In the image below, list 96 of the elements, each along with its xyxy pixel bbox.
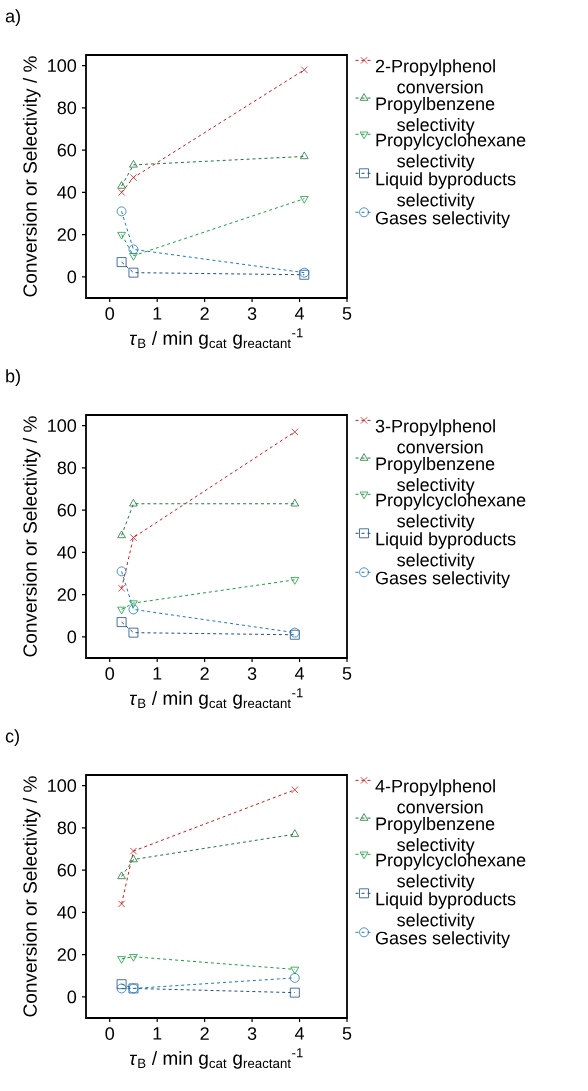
x-tick-label: 5 bbox=[342, 1027, 352, 1040]
point bbox=[290, 966, 300, 975]
point bbox=[291, 786, 299, 794]
legend-label: 3-Propylphenol conversion bbox=[375, 419, 495, 454]
legend-label: Propylcyclohexane selectivity bbox=[376, 133, 526, 171]
point bbox=[118, 584, 126, 592]
point bbox=[129, 253, 138, 261]
y-tick-label: 0 bbox=[67, 990, 77, 1004]
y-tick-label: 40 bbox=[57, 545, 77, 559]
legend-label: Propylcyclohexane selectivity bbox=[376, 853, 526, 891]
point bbox=[116, 979, 127, 990]
chart-title: a) bbox=[5, 9, 20, 27]
y-tick-label: 20 bbox=[57, 228, 77, 241]
point bbox=[117, 606, 126, 615]
y-tick-label: 20 bbox=[57, 948, 77, 961]
chart-title: b) bbox=[6, 369, 20, 387]
x-tick-label: 0 bbox=[105, 1027, 115, 1040]
legend-label: 2-Propylphenol conversion bbox=[375, 59, 495, 94]
legend-label: Gases selectivity bbox=[375, 571, 511, 588]
point bbox=[129, 847, 138, 855]
x-tick-label: 1 bbox=[153, 307, 162, 320]
y-tick-label: 100 bbox=[48, 779, 77, 792]
point bbox=[129, 498, 138, 507]
point bbox=[117, 231, 126, 240]
y-tick-label: 60 bbox=[57, 863, 77, 877]
y-tick-label: 40 bbox=[57, 905, 77, 919]
y-tick-label: 20 bbox=[57, 588, 77, 601]
point bbox=[129, 533, 138, 542]
point bbox=[129, 173, 138, 182]
point bbox=[129, 600, 138, 608]
y-tick-label: 60 bbox=[57, 143, 77, 157]
legend-label: Gases selectivity bbox=[375, 211, 511, 228]
point bbox=[129, 854, 138, 863]
point bbox=[116, 566, 127, 577]
point bbox=[128, 627, 139, 638]
point bbox=[118, 188, 126, 196]
x-tick-label: 0 bbox=[105, 307, 115, 320]
point bbox=[299, 151, 309, 160]
x-tick-label: 1 bbox=[153, 667, 162, 680]
x-tick-label: 4 bbox=[294, 667, 305, 680]
chart-title: c) bbox=[5, 729, 19, 747]
point bbox=[116, 617, 127, 627]
y-tick-label: 0 bbox=[67, 270, 77, 284]
point bbox=[128, 267, 139, 278]
point bbox=[299, 196, 309, 204]
point bbox=[300, 66, 308, 74]
point bbox=[289, 972, 300, 983]
x-tick-label: 3 bbox=[247, 307, 257, 320]
point bbox=[116, 983, 127, 994]
legend-label: 4-Propylphenol conversion bbox=[375, 779, 495, 814]
y-axis-title: Conversion or Selectivity / % bbox=[22, 416, 41, 657]
x-tick-label: 3 bbox=[247, 1027, 257, 1040]
legend-label: Liquid byproducts selectivity bbox=[376, 892, 516, 930]
point bbox=[128, 604, 139, 615]
legend-label: Liquid byproducts selectivity bbox=[376, 172, 516, 210]
point bbox=[118, 900, 126, 908]
y-tick-label: 40 bbox=[57, 185, 77, 199]
y-tick-label: 80 bbox=[57, 461, 77, 475]
y-tick-label: 100 bbox=[48, 419, 77, 432]
point bbox=[290, 829, 300, 837]
legend-label: Gases selectivity bbox=[375, 931, 511, 948]
x-tick-label: 1 bbox=[153, 1027, 162, 1040]
y-tick-label: 80 bbox=[57, 101, 77, 115]
point bbox=[117, 181, 126, 189]
x-tick-label: 0 bbox=[105, 667, 115, 680]
x-tick-label: 4 bbox=[294, 1027, 305, 1040]
point bbox=[116, 206, 127, 217]
point bbox=[117, 530, 126, 539]
x-axis-title: τ$_{B}$ / min g$_{cat}$ g$_{reactant}$-1 bbox=[129, 1048, 303, 1069]
point bbox=[117, 871, 126, 880]
x-axis-title: τ$_{B}$ / min g$_{cat}$ g$_{reactant}$-1 bbox=[129, 688, 303, 709]
y-tick-label: 60 bbox=[57, 503, 77, 517]
point bbox=[116, 257, 127, 267]
x-axis-title: τ$_{B}$ / min g$_{cat}$ g$_{reactant}$-1 bbox=[129, 328, 303, 349]
x-tick-label: 2 bbox=[200, 307, 209, 320]
y-tick-label: 80 bbox=[57, 821, 77, 835]
x-tick-label: 5 bbox=[342, 307, 352, 320]
x-tick-label: 2 bbox=[200, 1027, 209, 1040]
point bbox=[129, 159, 138, 168]
y-tick-label: 0 bbox=[67, 630, 77, 644]
point bbox=[290, 577, 300, 585]
x-tick-label: 4 bbox=[294, 307, 305, 320]
y-tick-label: 100 bbox=[48, 59, 77, 72]
y-axis-title: Conversion or Selectivity / % bbox=[22, 776, 41, 1017]
point bbox=[129, 954, 138, 962]
legend-label: Propylcyclohexane selectivity bbox=[376, 493, 526, 531]
point bbox=[128, 244, 139, 255]
point bbox=[289, 987, 300, 998]
x-tick-label: 5 bbox=[342, 667, 352, 680]
x-tick-label: 3 bbox=[247, 667, 257, 680]
y-axis-title: Conversion or Selectivity / % bbox=[22, 56, 41, 297]
point bbox=[117, 956, 126, 964]
point bbox=[290, 498, 300, 507]
x-tick-label: 2 bbox=[200, 667, 209, 680]
legend-label: Liquid byproducts selectivity bbox=[376, 532, 516, 570]
point bbox=[291, 428, 299, 436]
